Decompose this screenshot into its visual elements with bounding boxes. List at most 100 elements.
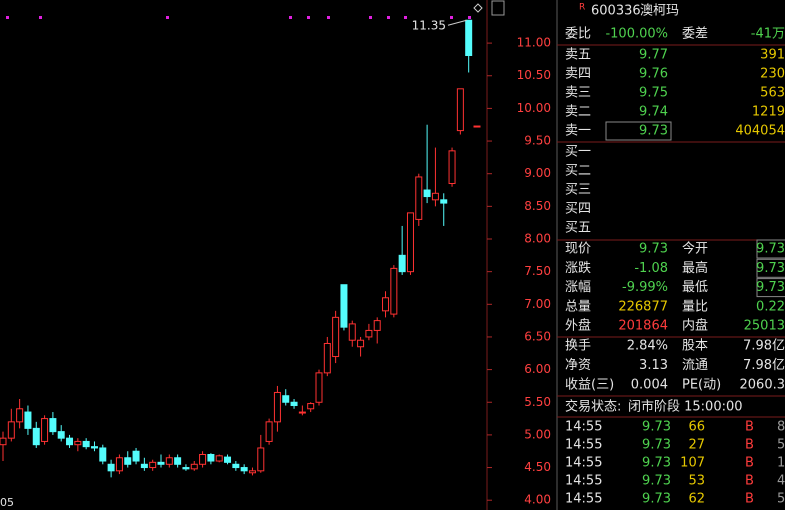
candle-body [224, 456, 232, 463]
candle-body [99, 447, 107, 462]
candle-body [273, 391, 281, 423]
stock-code: 600336 [591, 4, 641, 19]
diamond-icon[interactable] [473, 3, 483, 13]
quote-value: 201864 [618, 319, 668, 334]
candle-body [32, 427, 40, 446]
candle-body [332, 316, 340, 358]
trade-time: 14:55 [565, 420, 602, 435]
bid-label: 买一 [565, 145, 591, 160]
ask-volume: 1219 [752, 105, 785, 120]
ask-volume: 230 [760, 67, 785, 82]
badge: R [579, 3, 585, 13]
candle-body [248, 470, 256, 474]
quote-label: 涨幅 [565, 280, 591, 295]
trade-time: 14:55 [565, 474, 602, 489]
trade-volume: 27 [688, 438, 705, 453]
ratio-label: 委差 [682, 27, 708, 42]
candle-body [124, 457, 132, 465]
ask-label: 卖四 [565, 67, 591, 82]
event-markers [6, 16, 471, 19]
value-box [756, 278, 785, 298]
trade-price: 9.73 [642, 420, 671, 435]
trade-side: B [745, 492, 754, 507]
scroll-button[interactable] [491, 0, 505, 16]
candle-body [340, 284, 348, 328]
bid-label: 买二 [565, 164, 591, 179]
quote-value: -9.99% [622, 280, 668, 295]
quote-value: 0.22 [756, 299, 785, 314]
candle-body [440, 199, 448, 204]
candle-body [423, 189, 431, 198]
ask-price: 9.75 [639, 86, 668, 101]
fund-label: PE(动) [682, 378, 721, 393]
status-label: 交易状态: [565, 399, 621, 415]
status-value: 闭市阶段 15:00:00 [628, 399, 743, 415]
trade-side: B [745, 420, 754, 435]
candle-body [165, 457, 173, 465]
candle-body [348, 323, 356, 341]
trade-price: 9.73 [642, 456, 671, 471]
quote-label: 涨跌 [565, 260, 591, 276]
ask-price: 9.73 [639, 124, 668, 139]
trade-side: B [745, 456, 754, 471]
candle-body [431, 192, 439, 201]
value-box [756, 239, 785, 259]
bid-label: 买四 [565, 202, 591, 217]
candle-body [298, 411, 306, 414]
fund-value: 0.004 [631, 378, 668, 393]
candle-body [323, 342, 331, 374]
trade-price: 9.73 [642, 438, 671, 453]
candle-body [265, 421, 273, 442]
trade-count: 4 [777, 474, 785, 489]
ask-label: 卖二 [565, 105, 591, 120]
ask-volume: 404054 [735, 124, 785, 139]
candle-body [282, 395, 290, 403]
ask-price: 9.77 [639, 48, 668, 63]
trade-volume: 66 [688, 420, 705, 435]
y-tick-label: 7.50 [524, 264, 551, 278]
candle-body [390, 267, 398, 315]
candle-body [16, 408, 24, 423]
candle-body [66, 437, 74, 446]
y-tick-label: 6.00 [524, 362, 551, 376]
candle-body [290, 401, 298, 407]
quote-label: 现价 [565, 242, 591, 257]
candle-body [240, 467, 248, 472]
y-tick-label: 9.00 [524, 166, 551, 180]
fund-label: 股本 [682, 339, 708, 354]
candle-body [190, 463, 198, 470]
candle-body [0, 437, 7, 446]
ask-label: 卖一 [565, 124, 591, 139]
candle-body [415, 176, 423, 220]
candle-body [149, 461, 157, 469]
fund-label: 净资 [565, 358, 591, 373]
y-tick-label: 5.00 [524, 427, 551, 441]
value-box [756, 258, 785, 278]
quote-value: 9.73 [756, 261, 785, 276]
fund-label: 收益(三) [565, 378, 614, 393]
trade-count: 5 [777, 438, 785, 453]
ratio-value: -100.00% [605, 27, 668, 42]
trade-side: B [745, 438, 754, 453]
candle-body [132, 450, 140, 462]
y-tick-label: 8.50 [524, 199, 551, 213]
candle-body [199, 453, 207, 465]
quote-label: 量比 [682, 299, 708, 314]
x-tick-label: 05 [0, 496, 14, 509]
candle-body [140, 463, 148, 469]
candle-body [82, 440, 90, 448]
ratio-label: 委比 [565, 27, 591, 42]
candle-body [365, 329, 373, 338]
high-pointer [447, 19, 467, 26]
trade-time: 14:55 [565, 456, 602, 471]
fund-label: 换手 [565, 339, 591, 354]
quote-value: 25013 [744, 319, 785, 334]
high-annotation: 11.35 [412, 19, 446, 33]
candle-body [90, 446, 98, 449]
y-tick-label: 7.00 [524, 297, 551, 311]
trade-side: B [745, 474, 754, 489]
candle-body [257, 447, 265, 472]
quote-label: 内盘 [682, 318, 708, 334]
